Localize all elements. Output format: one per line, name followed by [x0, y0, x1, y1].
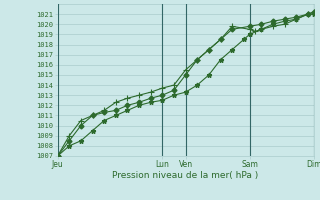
X-axis label: Pression niveau de la mer( hPa ): Pression niveau de la mer( hPa )	[112, 171, 259, 180]
